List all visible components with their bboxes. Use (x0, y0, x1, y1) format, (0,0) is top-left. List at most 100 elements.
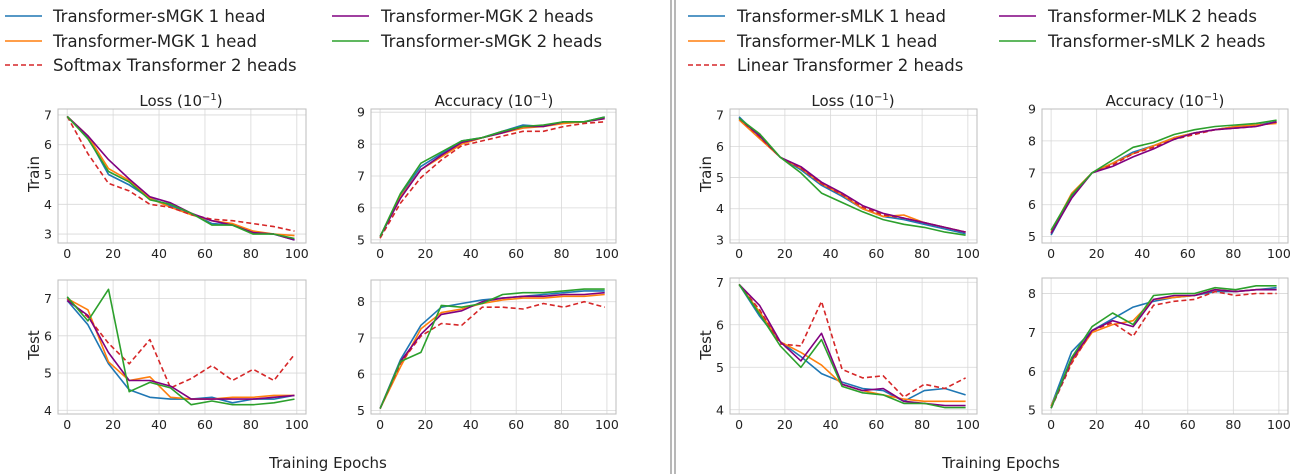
y-tick-label: 3 (716, 232, 724, 247)
y-tick-label: 6 (44, 328, 52, 343)
plot-frame (57, 108, 307, 244)
x-tick-label: 0 (1047, 417, 1055, 432)
x-tick-label: 20 (105, 417, 121, 432)
y-tick-label: 5 (44, 366, 52, 381)
subplot-title-loss: Loss (10−1) (139, 92, 222, 110)
y-tick-label: 8 (1028, 133, 1036, 148)
x-tick-label: 0 (63, 417, 71, 432)
x-tick-label: 20 (1089, 246, 1105, 261)
y-tick-label: 5 (1028, 403, 1036, 418)
x-tick-label: 100 (595, 246, 619, 261)
y-tick-label: 4 (44, 197, 52, 212)
y-tick-label: 7 (716, 275, 724, 290)
y-tick-label: 5 (357, 403, 365, 418)
x-tick-label: 100 (285, 417, 309, 432)
row-labels: Train Test Train Test (25, 156, 715, 361)
series-line (1050, 119, 1277, 231)
subplot-title-loss: Loss (10−1) (811, 92, 894, 110)
series-line (379, 291, 605, 409)
series-line (66, 115, 295, 237)
subplot-title-accuracy: Accuracy (10−1) (435, 92, 554, 110)
x-tick-label: 60 (197, 246, 213, 261)
row-label-test: Test (25, 330, 43, 361)
x-tick-label: 40 (1134, 246, 1150, 261)
series-line (379, 121, 605, 239)
x-tick-label: 20 (417, 246, 433, 261)
series-line (379, 116, 605, 237)
x-tick-label: 100 (956, 246, 980, 261)
legend-label: Transformer-sMGK 1 head (52, 7, 266, 26)
x-tick-label: 0 (63, 246, 71, 261)
y-tick-label: 7 (1028, 165, 1036, 180)
legend-label: Transformer-MGK 2 heads (380, 7, 594, 26)
plot-frame (370, 108, 617, 244)
x-tick-label: 100 (1267, 246, 1291, 261)
series-line (1050, 284, 1277, 409)
y-tick-label: 7 (357, 330, 365, 345)
legend-label: Transformer-MLK 2 heads (1047, 7, 1257, 26)
y-tick-label: 8 (1028, 286, 1036, 301)
x-tick-label: 60 (1180, 246, 1196, 261)
y-tick-label: 5 (44, 167, 52, 182)
x-axis-label: Training Epochs (941, 454, 1060, 472)
x-tick-label: 80 (554, 246, 570, 261)
y-tick-label: 6 (1028, 364, 1036, 379)
series-line (66, 116, 295, 232)
column-titles: Loss (10−1) Accuracy (10−1) Loss (10−1) … (139, 92, 1224, 110)
x-tick-label: 0 (735, 246, 743, 261)
x-tick-label: 80 (914, 417, 930, 432)
y-tick-label: 7 (44, 107, 52, 122)
y-tick-label: 6 (716, 139, 724, 154)
y-tick-label: 6 (716, 317, 724, 332)
x-tick-label: 60 (508, 417, 524, 432)
legend-label: Transformer-sMLK 1 head (736, 7, 946, 26)
x-tick-label: 20 (417, 417, 433, 432)
y-tick-label: 7 (357, 169, 365, 184)
y-tick-label: 5 (1028, 229, 1036, 244)
x-tick-label: 40 (1134, 417, 1150, 432)
subplot-title-accuracy: Accuracy (10−1) (1106, 92, 1225, 110)
row-label-train: Train (25, 156, 43, 193)
plot-frame (1041, 277, 1289, 415)
y-tick-label: 7 (716, 108, 724, 123)
x-tick-label: 40 (823, 417, 839, 432)
legend-label: Transformer-MLK 1 head (736, 32, 937, 51)
x-tick-label: 100 (1267, 417, 1291, 432)
x-tick-label: 80 (243, 417, 259, 432)
legend-panel-1: Transformer-sMLK 1 head Transformer-MLK … (688, 7, 1266, 75)
subplot-loss-test: 0 20 40 60 80 100 4 5 6 7 (716, 275, 980, 432)
y-tick-label: 7 (44, 291, 52, 306)
x-tick-label: 0 (376, 246, 384, 261)
y-tick-label: 9 (1028, 102, 1036, 117)
x-labels: Training Epochs Training Epochs (268, 454, 1060, 472)
y-tick-label: 8 (357, 294, 365, 309)
series-line (379, 300, 605, 409)
x-tick-label: 0 (735, 417, 743, 432)
y-tick-label: 5 (357, 232, 365, 247)
legend-label: Transformer-MGK 1 head (52, 32, 257, 51)
y-tick-label: 3 (44, 227, 52, 242)
x-tick-label: 0 (376, 417, 384, 432)
x-tick-label: 80 (914, 246, 930, 261)
row-label-test: Test (697, 330, 715, 361)
series-line (66, 298, 296, 389)
subplot-loss-train: 0 20 40 60 80 100 3 4 5 6 7 (716, 108, 980, 261)
x-tick-label: 60 (868, 417, 884, 432)
x-tick-label: 80 (243, 246, 259, 261)
y-tick-label: 9 (357, 105, 365, 120)
x-tick-label: 80 (554, 417, 570, 432)
series-line (738, 283, 966, 398)
series-line (66, 288, 295, 406)
legend-label: Linear Transformer 2 heads (737, 56, 963, 75)
subplot-accuracy-train: 0 20 40 60 80 100 5 6 7 8 9 (357, 105, 619, 261)
x-tick-label: 40 (151, 246, 167, 261)
y-tick-label: 4 (716, 201, 724, 216)
x-tick-label: 100 (285, 246, 309, 261)
x-axis-label: Training Epochs (268, 454, 387, 472)
series-line (1050, 288, 1277, 409)
subplot-accuracy-test: 0 20 40 60 80 100 5 6 7 8 (357, 279, 619, 432)
x-tick-label: 100 (956, 417, 980, 432)
series-line (66, 299, 295, 400)
